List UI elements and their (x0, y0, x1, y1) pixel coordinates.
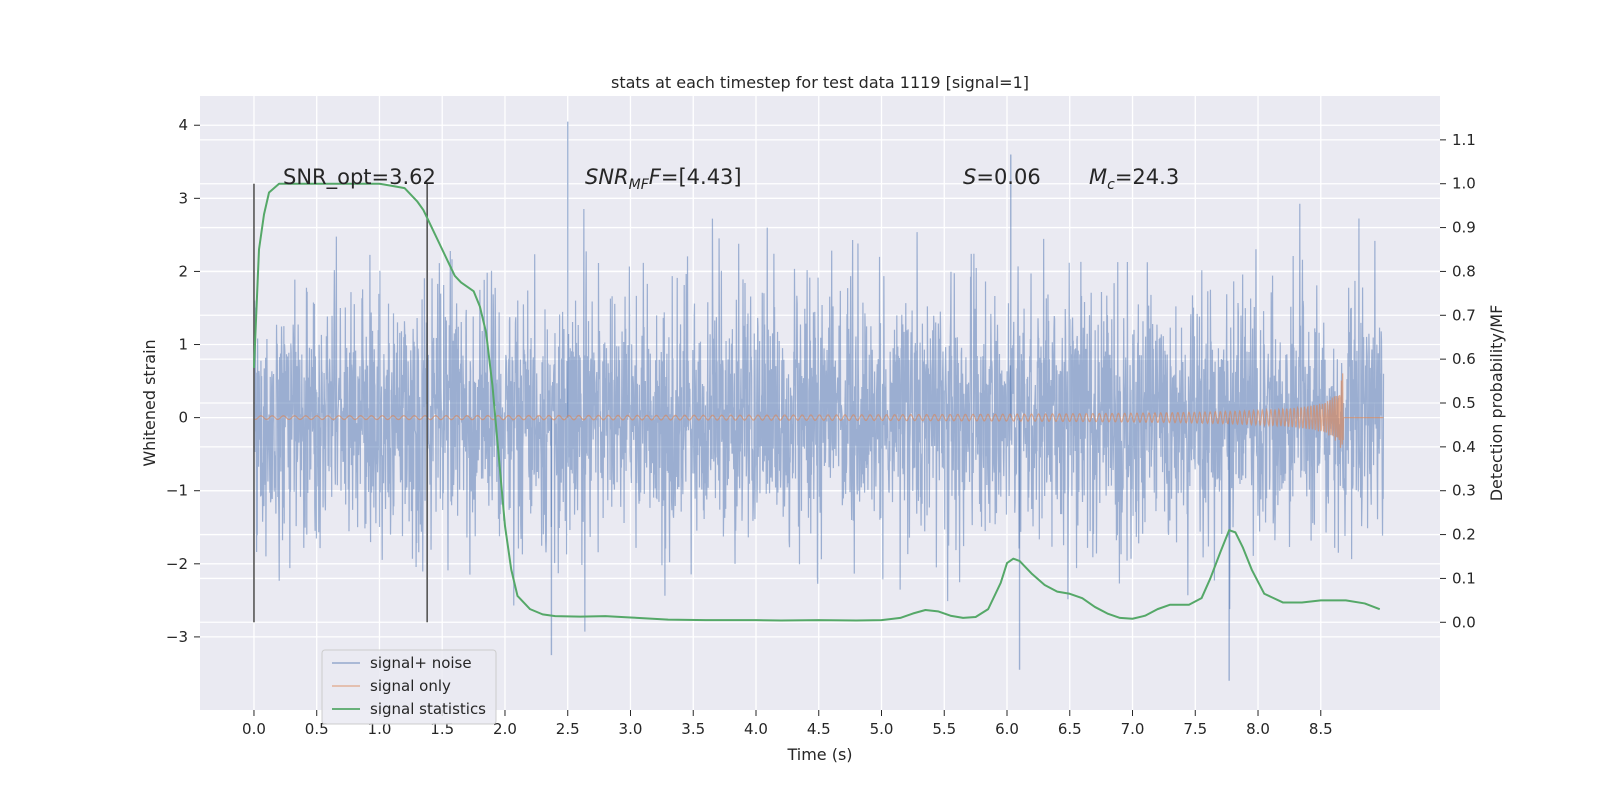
x-tick-label-6: 3.0 (619, 720, 643, 738)
x-axis-label: Time (s) (786, 745, 852, 764)
legend-label-stats: signal statistics (370, 700, 486, 718)
x-tick-label-5: 2.5 (556, 720, 580, 738)
snr-mf-value: =[4.43] (661, 165, 742, 189)
snr-mf-annotation: SNRMFF=[4.43] (585, 165, 742, 193)
x-tick-label-14: 7.0 (1121, 720, 1145, 738)
x-tick-label-7: 3.5 (681, 720, 705, 738)
mc-label: M (1089, 165, 1107, 189)
y-axis-label: Whitened strain (140, 339, 159, 466)
y-right-axis-ticks: 1.1 1.0 0.9 0.8 0.7 0.6 0.5 0.4 0.3 0.2 0.1 0.0 (1440, 131, 1476, 631)
y-right-axis-label: Detection probability/MF (1487, 305, 1506, 502)
x-tick-label-13: 6.5 (1058, 720, 1082, 738)
y-right-tick-label-1: 1.0 (1452, 175, 1476, 193)
snr-opt-annotation: SNR_opt=3.62 (283, 165, 436, 190)
y-tick-label-2: 2 (178, 262, 188, 280)
y-right-tick-label-0: 1.1 (1452, 131, 1476, 149)
x-tick-label-10: 5.0 (870, 720, 894, 738)
x-tick-label-9: 4.5 (807, 720, 831, 738)
mc-sub: c (1107, 177, 1115, 193)
y-right-tick-label-2: 0.9 (1452, 219, 1476, 237)
x-tick-label-12: 6.0 (995, 720, 1019, 738)
y-tick-label-5: −1 (166, 482, 188, 500)
y-right-tick-label-5: 0.6 (1452, 350, 1476, 368)
snr-mf-label: SNR (585, 165, 629, 189)
s-annotation: S=0.06 (963, 165, 1041, 189)
statistics-line (252, 182, 1381, 622)
signal-trace (253, 373, 1384, 448)
chart-title: stats at each timestep for test data 111… (611, 73, 1029, 92)
x-tick-label-8: 4.0 (744, 720, 768, 738)
y-right-tick-label-11: 0.0 (1452, 613, 1476, 631)
x-tick-label-11: 5.5 (932, 720, 956, 738)
y-tick-label-1: 3 (178, 189, 188, 207)
snr-mf-sub: MF (629, 177, 650, 193)
x-axis-ticks: 0.0 0.5 1.0 1.5 2.0 2.5 3.0 3.5 4.0 4.5 5.0 5.5 6.0 6… (242, 710, 1333, 738)
legend-label-noise: signal+ noise (370, 654, 472, 672)
mc-value: =24.3 (1115, 165, 1179, 189)
mc-annotation: Mc=24.3 (1089, 165, 1179, 193)
legend-label-signal: signal only (370, 677, 451, 695)
x-tick-label-17: 8.5 (1309, 720, 1333, 738)
y-right-tick-label-7: 0.4 (1452, 438, 1476, 456)
legend-box (321, 649, 497, 725)
x-tick-label-15: 7.5 (1183, 720, 1207, 738)
y-tick-label-3: 1 (178, 336, 188, 354)
s-value: =0.06 (976, 165, 1040, 189)
x-tick-label-4: 2.0 (493, 720, 517, 738)
y-tick-label-4: 0 (178, 409, 188, 427)
x-tick-label-0: 0.0 (242, 720, 266, 738)
snr-mf-f: F (649, 165, 662, 189)
y-right-tick-label-9: 0.2 (1452, 526, 1476, 544)
series-signal-statistics (252, 182, 1381, 622)
x-tick-label-1: 0.5 (305, 720, 329, 738)
legend: signal+ noise signal only signal statist… (321, 649, 497, 725)
y-right-tick-label-4: 0.7 (1452, 306, 1476, 324)
x-tick-label-16: 8.0 (1246, 720, 1270, 738)
y-right-tick-label-6: 0.5 (1452, 394, 1476, 412)
y-right-tick-label-3: 0.8 (1452, 262, 1476, 280)
y-axis-ticks: 4 3 2 1 0 −1 −2 −3 (166, 116, 200, 646)
noise-trace (253, 203, 1385, 632)
y-tick-label-7: −3 (166, 628, 188, 646)
y-right-tick-label-10: 0.1 (1452, 569, 1476, 587)
boundary-lines (253, 183, 428, 623)
series-signal-only (253, 373, 1384, 448)
y-tick-label-0: 4 (178, 116, 188, 134)
y-right-tick-label-8: 0.3 (1452, 482, 1476, 500)
y-tick-label-6: −2 (166, 555, 188, 573)
s-label: S (963, 165, 976, 189)
